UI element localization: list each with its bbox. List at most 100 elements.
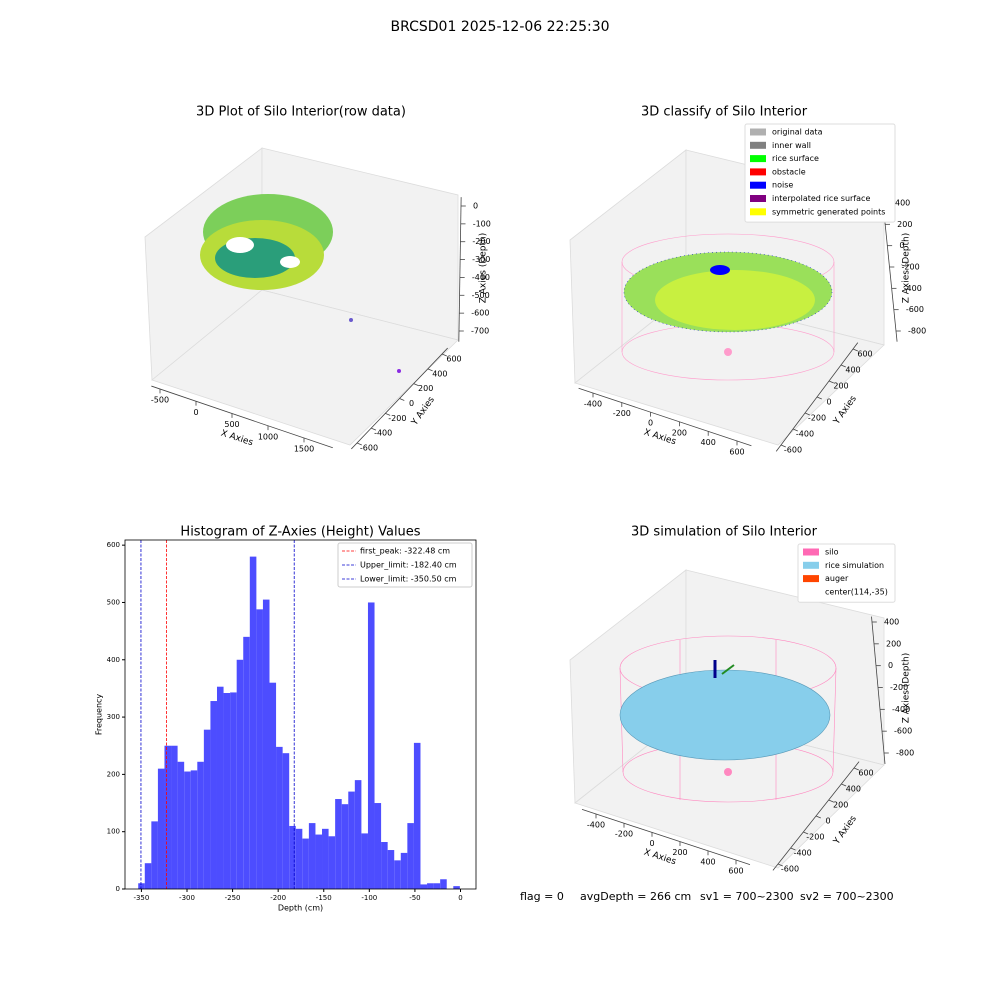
legend-label: first_peak: -322.48 cm	[360, 547, 450, 556]
x-tick-label: 600	[729, 448, 744, 457]
y-tick-label: 600	[858, 769, 873, 778]
legend-swatch	[750, 141, 766, 149]
z-tick-label: -600	[894, 727, 912, 736]
y-tick-label: 400	[845, 366, 860, 375]
bar	[427, 883, 434, 889]
tick-mark	[385, 412, 391, 416]
z-tick-label: -400	[904, 284, 922, 293]
x-tick-label: 400	[700, 857, 715, 866]
y-tick-label: 400	[846, 785, 861, 794]
z-tick-label: -200	[472, 237, 490, 246]
y-tick-label: 400	[107, 656, 120, 664]
y-tick-label: -600	[781, 865, 799, 874]
x-tick-label: 200	[672, 428, 687, 437]
axis-line	[882, 200, 898, 342]
tick-mark	[816, 396, 822, 400]
legend-label: center(114,-35)	[825, 587, 888, 596]
y-tick-label: -600	[360, 444, 378, 453]
tick-mark	[828, 380, 834, 384]
tick-mark	[356, 442, 362, 446]
status-text: sv2 = 700~2300	[800, 890, 894, 903]
legend-swatch	[750, 208, 766, 216]
y-tick-label: 400	[432, 369, 447, 378]
tick-mark	[777, 863, 783, 867]
legend-label: rice surface	[772, 154, 819, 163]
legend-label: original data	[772, 128, 823, 137]
bar	[184, 771, 191, 889]
x-tick-label: 0	[649, 839, 654, 848]
bar	[308, 823, 316, 889]
y-tick-label: -200	[806, 833, 824, 842]
classify-cloud	[621, 233, 835, 381]
bar	[341, 804, 349, 889]
bar	[269, 682, 277, 889]
y-tick-label: -400	[796, 430, 814, 439]
y-tick-label: -200	[808, 414, 826, 423]
bar	[144, 863, 152, 889]
y-tick-label: 0	[825, 817, 830, 826]
z-tick-label: 400	[884, 618, 899, 627]
bar	[157, 768, 165, 889]
z-tick-label: -600	[471, 309, 489, 318]
bar	[315, 834, 323, 889]
x-tick-label: 200	[672, 848, 687, 857]
legend-swatch	[803, 561, 819, 569]
bar	[394, 860, 401, 889]
y-tick-label: 200	[833, 801, 848, 810]
bar	[223, 693, 231, 889]
tick-mark	[427, 368, 433, 372]
z-tick-label: -300	[472, 255, 490, 264]
x-tick-label: 0	[458, 894, 462, 902]
legend-box	[797, 543, 896, 603]
bar	[151, 821, 158, 889]
bar	[400, 852, 408, 889]
y-axis-label: Y Axies	[831, 814, 859, 847]
axes-title: Histogram of Z-Axies (Height) Values	[180, 525, 420, 540]
bar	[453, 886, 460, 889]
bar	[243, 636, 250, 889]
y-tick-label: 200	[833, 382, 848, 391]
x-tick-label: 600	[728, 867, 743, 876]
bar	[289, 825, 296, 889]
z-tick-label: -800	[896, 749, 914, 758]
bar	[203, 729, 211, 889]
tick-mark	[413, 383, 419, 387]
row-data-cloud	[200, 194, 401, 373]
x-axis-label: X Axies	[219, 429, 254, 449]
simulation-cloud	[619, 635, 837, 803]
bar	[322, 828, 329, 889]
y-axis-label: Y Axies	[831, 394, 859, 427]
legend-label: Lower_limit: -350.50 cm	[360, 575, 457, 584]
x-tick-label: -500	[151, 396, 169, 405]
legend-swatch	[803, 575, 819, 583]
plot-frame	[124, 539, 477, 890]
status-text: sv1 = 700~2300	[700, 890, 794, 903]
axis-line	[871, 616, 886, 764]
y-tick-label: 200	[418, 384, 433, 393]
bar	[335, 799, 342, 889]
bar	[387, 850, 395, 889]
bar	[367, 602, 375, 889]
y-tick-label: 0	[826, 398, 831, 407]
x-tick-label: -50	[409, 894, 420, 902]
legend-box	[744, 123, 896, 223]
tick-mark	[441, 353, 447, 357]
x-tick-label: -150	[316, 894, 332, 902]
bar	[262, 599, 270, 889]
bar	[249, 556, 257, 889]
z-tick-label: -400	[472, 273, 490, 282]
bar	[295, 828, 303, 889]
y-tick-label: 300	[107, 713, 120, 721]
tick-mark	[803, 831, 809, 835]
legend-label: rice simulation	[825, 561, 884, 570]
z-tick-label: -600	[906, 305, 924, 314]
x-tick-label: 0	[648, 419, 653, 428]
bar	[420, 884, 428, 889]
x-tick-label: 500	[224, 420, 239, 429]
bar	[256, 609, 263, 889]
bar	[197, 761, 204, 889]
bar	[164, 745, 172, 889]
bar	[302, 838, 309, 889]
z-tick-label: 0	[899, 241, 904, 250]
y-tick-label: 0	[409, 399, 414, 408]
